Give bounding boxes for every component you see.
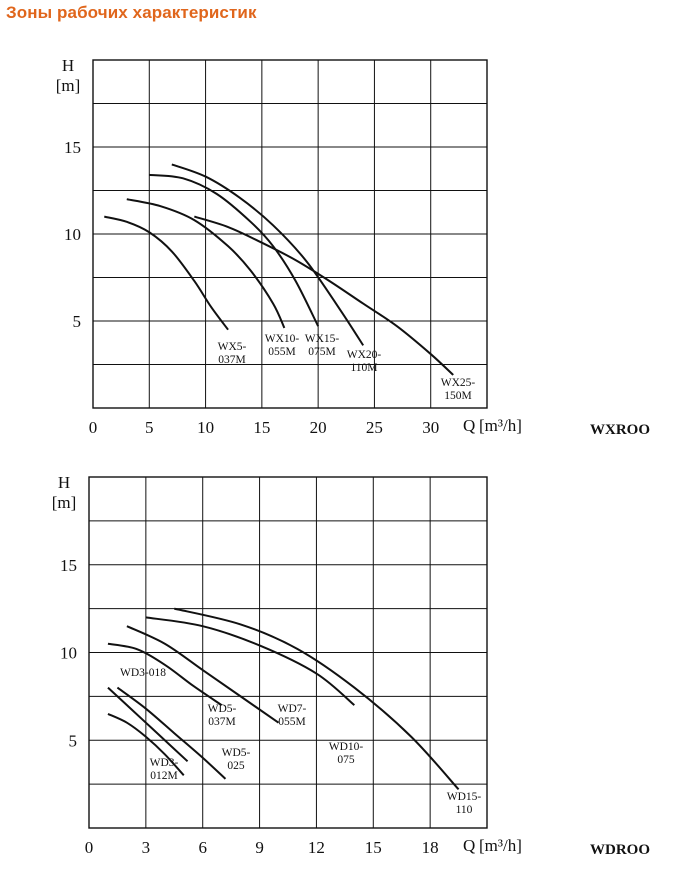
grid <box>88 476 488 829</box>
x-tick-label: 15 <box>253 418 270 437</box>
curve-label: WX15-075M <box>305 333 340 358</box>
x-tick-label: 6 <box>198 838 207 857</box>
curve-wx20-110m <box>171 163 365 346</box>
wx-performance-chart: 0 5 10 15 20 25 30 5 10 15 H[m] Q [m³/h] WXROO WX5-037… <box>56 56 650 438</box>
curve-label: WX5-037M <box>218 341 247 366</box>
curve-wd5-025 <box>116 686 227 780</box>
x-tick-label: 0 <box>89 418 98 437</box>
wd-performance-chart: 0 3 6 9 12 15 18 5 10 15 H[m] Q [m³/h] WDROO WD3-012M W… <box>52 473 650 858</box>
x-tick-label: 3 <box>142 838 151 857</box>
x-tick-label: 20 <box>310 418 327 437</box>
series-family-name: WXROO <box>590 422 650 438</box>
curve-label: WD5-037M <box>208 703 237 728</box>
x-tick-label: 30 <box>422 418 439 437</box>
page-title: Зоны рабочих характеристик <box>6 3 257 22</box>
curve-wd10-075 <box>145 616 355 706</box>
curve-wd15-110 <box>174 607 460 791</box>
plot-frame <box>92 59 488 409</box>
x-axis-label: Q <box>463 416 475 435</box>
x-tick-label: 0 <box>85 838 94 857</box>
curve-wd5-037m <box>107 642 223 706</box>
series-family-name: WDROO <box>590 842 650 858</box>
y-axis-label: H <box>62 56 74 75</box>
curve-label: WX10-055M <box>265 333 300 358</box>
x-axis-unit: [m³/h] <box>479 836 522 855</box>
curve-label: WD15-110 <box>447 791 482 816</box>
x-tick-label: 10 <box>197 418 214 437</box>
curve-wx25-150m <box>194 215 454 376</box>
curve-label: WD10-075 <box>329 741 364 766</box>
x-tick-label: 9 <box>255 838 264 857</box>
y-tick-label: 10 <box>60 644 77 663</box>
y-axis-unit: [m] <box>56 76 81 95</box>
x-tick-label: 25 <box>366 418 383 437</box>
x-tick-label: 12 <box>308 838 325 857</box>
curve-wx15-075m <box>149 173 320 327</box>
curve-label: WD3-012M <box>150 757 179 782</box>
x-tick-label: 18 <box>422 838 439 857</box>
y-axis-label: H <box>58 473 70 492</box>
y-tick-label: 5 <box>73 312 82 331</box>
y-axis-unit: [m] <box>52 493 77 512</box>
curve-label: WD7-055M <box>278 703 307 728</box>
curve-label: WX20-110M <box>347 349 382 374</box>
curve-wd7-055m <box>126 625 280 724</box>
curve-wx5-037m <box>104 215 229 331</box>
plot-frame <box>88 476 488 829</box>
x-axis-unit: [m³/h] <box>479 416 522 435</box>
curve-label: WD5-025 <box>222 747 251 772</box>
curve-label: WD3-018 <box>120 667 166 679</box>
x-tick-label: 5 <box>145 418 154 437</box>
y-tick-label: 15 <box>60 556 77 575</box>
curve-wd3-018 <box>107 686 189 763</box>
curve-wx10-055m <box>126 198 286 329</box>
x-axis-label: Q <box>463 836 475 855</box>
y-tick-label: 5 <box>69 731 78 750</box>
y-tick-label: 15 <box>64 138 81 157</box>
curve-wd3-012m <box>107 713 185 777</box>
y-tick-label: 10 <box>64 225 81 244</box>
curve-label: WX25-150M <box>441 377 476 402</box>
x-tick-label: 15 <box>365 838 382 857</box>
